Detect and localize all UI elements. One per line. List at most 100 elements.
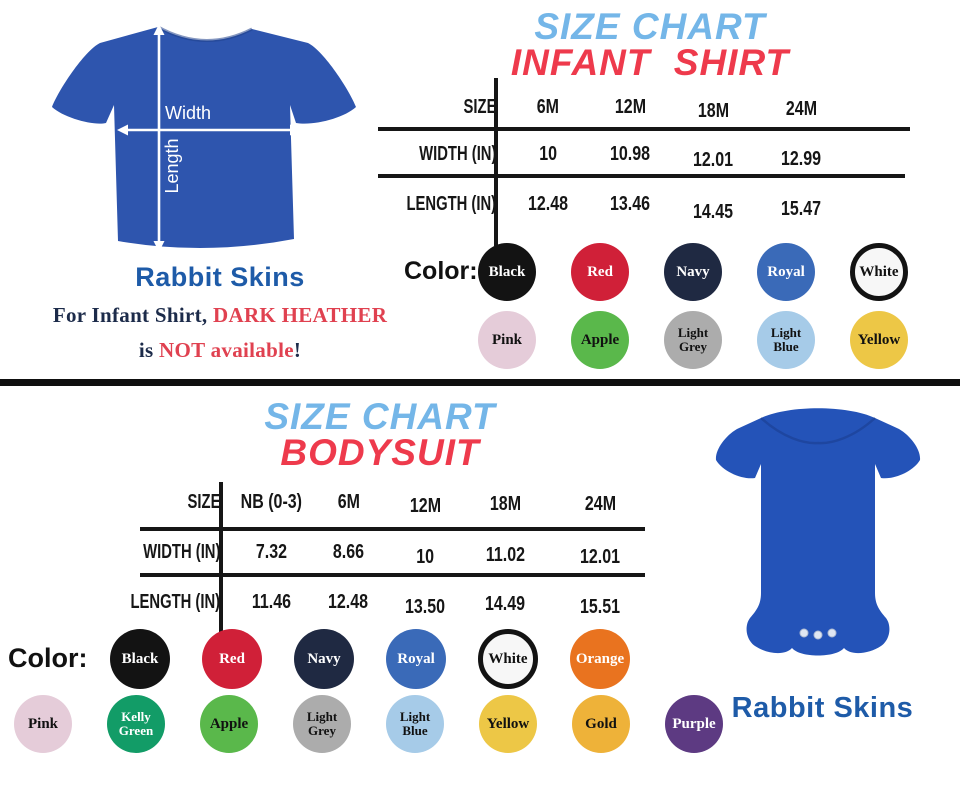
color-swatch-royal: Royal: [757, 243, 815, 301]
length-arrowhead-bottom: [153, 241, 165, 252]
color-swatch-pink: Pink: [478, 311, 536, 369]
swatch-label: Light Blue: [770, 324, 802, 354]
swatch-label: Pink: [27, 715, 58, 732]
brand-text-top: Rabbit Skins: [135, 262, 305, 292]
color-swatch-white: White: [478, 629, 538, 689]
size-header-cell: SIZE: [463, 95, 496, 118]
color-swatch-black: Black: [478, 243, 536, 301]
infant-shirt-subtitle: INFANT SHIRT: [510, 42, 790, 84]
availability-note-line2: is NOT available!: [0, 338, 440, 363]
color-swatch-black: Black: [110, 629, 170, 689]
value-cell: 11.02: [485, 543, 526, 566]
top-title-block: SIZE CHART INFANT SHIRT: [495, 6, 805, 84]
swatch-label: Black: [121, 650, 159, 667]
color-swatch-white: White: [850, 243, 908, 301]
width-arrowhead-right: [290, 124, 301, 136]
value-cell: 13.50: [404, 595, 446, 618]
color-label-top: Color:: [404, 257, 478, 285]
column-header: 18M: [697, 99, 729, 122]
value-cell: 15.51: [580, 595, 621, 618]
table-divider-vertical: [219, 482, 223, 638]
swatch-label: Black: [488, 263, 526, 280]
color-swatch-light-blue: Light Blue: [757, 311, 815, 369]
color-swatch-yellow: Yellow: [850, 311, 908, 369]
brand-text-bottom: Rabbit Skins: [731, 692, 914, 724]
value-cell: 7.32: [255, 540, 287, 563]
note-red-text: NOT available: [159, 338, 294, 362]
value-cell: 12.01: [692, 148, 734, 171]
width-row: WIDTH (IN) 7.32 8.66 10 11.02 12.01: [133, 529, 653, 575]
top-swatch-row-1: Black Red Navy Royal White: [478, 243, 908, 301]
table-header-row: SIZE NB (0-3) 6M 12M 18M 24M: [133, 480, 653, 525]
swatch-label: Light Grey: [677, 324, 709, 354]
table-rule: [378, 174, 905, 178]
column-header: NB (0-3): [240, 491, 302, 513]
swatch-label: White: [859, 263, 899, 280]
row-label-cell: WIDTH (IN): [142, 540, 220, 563]
value-cell: 12.48: [527, 192, 569, 215]
color-swatch-red: Red: [571, 243, 629, 301]
bodysuit-size-table: SIZE NB (0-3) 6M 12M 18M 24M WIDTH (IN) …: [130, 480, 645, 630]
row-label-cell: LENGTH (IN): [406, 192, 496, 215]
width-arrowhead-left: [117, 124, 128, 136]
column-header: 6M: [337, 491, 360, 513]
value-cell: 12.99: [780, 147, 822, 170]
color-swatch-gold: Gold: [572, 695, 630, 753]
column-header: 12M: [409, 495, 441, 517]
column-header: 18M: [489, 493, 522, 515]
color-swatch-yellow: Yellow: [479, 695, 537, 753]
swatch-label: Apple: [209, 715, 249, 732]
column-header: 24M: [584, 493, 617, 515]
note-dark-text: is: [138, 338, 160, 362]
color-swatch-purple: Purple: [665, 695, 723, 753]
shirt-body: [52, 27, 356, 249]
color-swatch-red: Red: [202, 629, 262, 689]
column-header: 12M: [614, 95, 647, 118]
column-header: 24M: [785, 97, 817, 120]
value-cell: 8.66: [332, 540, 365, 563]
note-dark-text: For Infant Shirt,: [52, 303, 214, 327]
bodysuit-neck-flap-right: [817, 417, 876, 445]
column-header: 6M: [536, 95, 560, 118]
value-cell: 12.01: [580, 545, 621, 568]
value-cell: 15.47: [780, 197, 822, 220]
size-chart-title: SIZE CHART: [534, 6, 766, 47]
table-header-row: SIZE 6M 12M 18M 24M: [378, 85, 849, 129]
row-label-cell: WIDTH (IN): [418, 142, 496, 165]
bottom-swatch-row-2: Pink Kelly Green Apple Light Grey Light …: [14, 695, 723, 753]
swatch-label: Navy: [307, 650, 341, 667]
length-arrow-label: Length: [162, 138, 182, 193]
bodysuit-body: [715, 408, 921, 656]
size-header-cell: SIZE: [187, 491, 220, 513]
table-rule: [378, 127, 910, 131]
width-row: WIDTH (IN) 10 10.98 12.01 12.99: [378, 131, 849, 177]
top-swatch-row-2: Pink Apple Light Grey Light Blue Yellow: [478, 311, 908, 369]
swatch-label: Gold: [585, 715, 617, 732]
bodysuit-snaps: [799, 628, 837, 640]
color-swatch-orange: Orange: [570, 629, 630, 689]
value-cell: 10.98: [610, 142, 651, 165]
swatch-label: Red: [587, 263, 613, 280]
infant-shirt-photo: Width Length: [52, 24, 356, 252]
swatch-label: White: [488, 650, 528, 667]
swatch-label: Yellow: [486, 715, 530, 732]
row-label-cell: LENGTH (IN): [130, 590, 220, 613]
length-row: LENGTH (IN) 11.46 12.48 13.50 14.49 15.5…: [130, 577, 653, 627]
size-chart-title-bottom: SIZE CHART: [264, 396, 496, 437]
note-red-text: DARK HEATHER: [213, 303, 388, 327]
section-divider: [0, 379, 960, 386]
bodysuit-neck-flap-left: [760, 417, 819, 445]
length-row: LENGTH (IN) 12.48 13.46 14.45 15.47: [378, 178, 849, 230]
value-cell: 10: [416, 545, 434, 568]
value-cell: 12.48: [328, 590, 369, 613]
table-rule: [140, 573, 645, 577]
value-cell: 14.49: [485, 592, 526, 615]
value-cell: 14.45: [692, 200, 734, 223]
value-cell: 11.46: [251, 590, 291, 613]
swatch-label: Royal: [397, 650, 435, 667]
bottom-swatch-row-1: Black Red Navy Royal White Orange: [110, 629, 630, 689]
color-swatch-light-grey: Light Grey: [664, 311, 722, 369]
swatch-label: Navy: [676, 263, 710, 280]
bodysuit-subtitle: BODYSUIT: [280, 432, 480, 474]
infant-shirt-size-table: SIZE 6M 12M 18M 24M WIDTH (IN) 10 10.98 …: [378, 85, 940, 235]
